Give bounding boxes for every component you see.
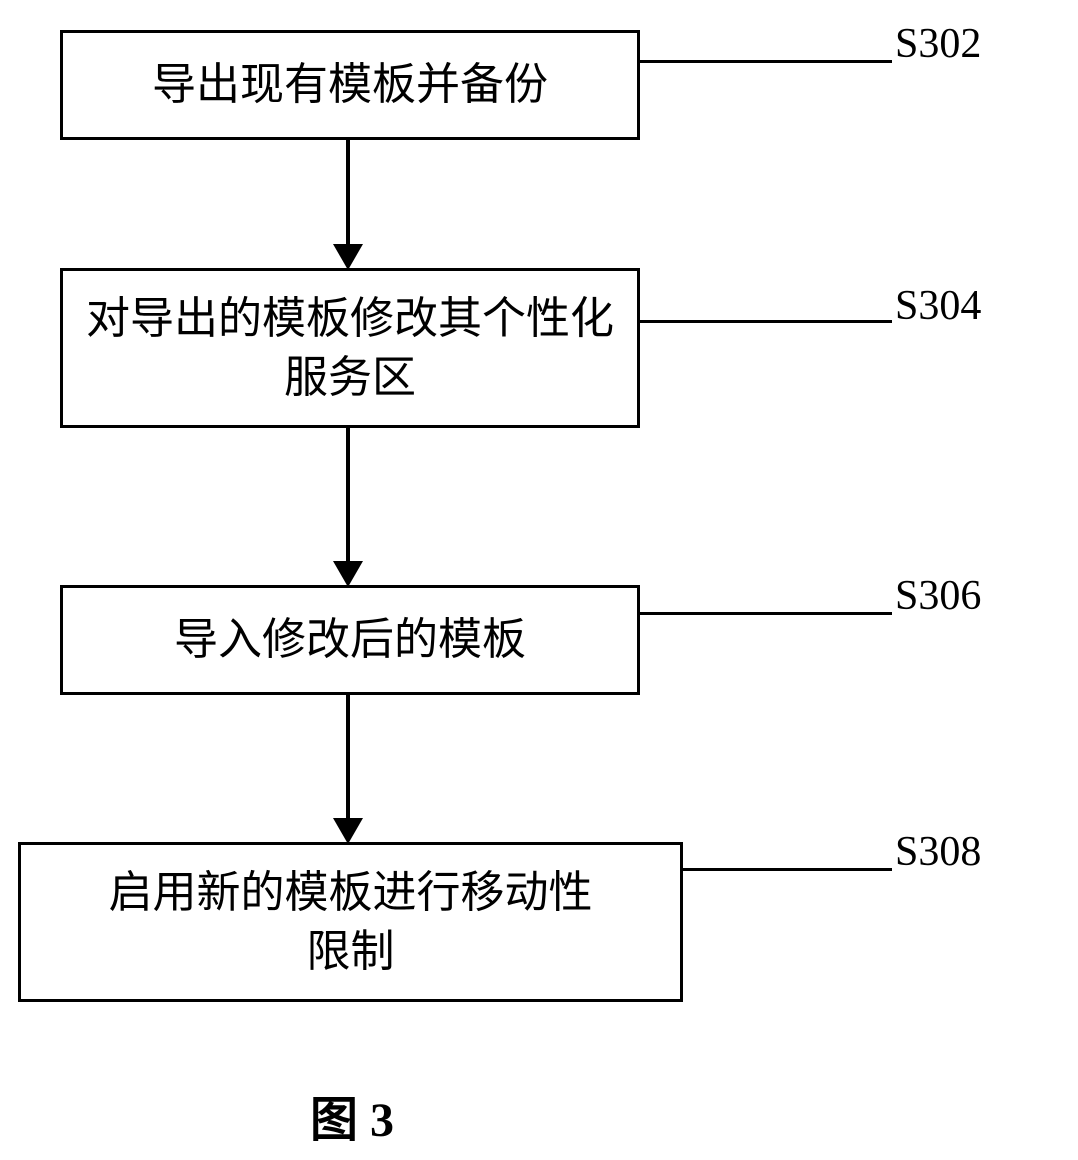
node-text: 对导出的模板修改其个性化 服务区 — [86, 289, 614, 408]
figure-caption: 图 3 — [310, 1080, 394, 1150]
arrow-line — [346, 428, 350, 565]
step-label: S302 — [895, 20, 981, 68]
arrow-line — [346, 695, 350, 822]
arrow-line — [346, 140, 350, 248]
connector-line — [640, 320, 892, 323]
step-label: S308 — [895, 828, 981, 876]
flowchart-node: 启用新的模板进行移动性 限制 — [18, 842, 683, 1002]
step-label: S304 — [895, 282, 981, 330]
step-label: S306 — [895, 572, 981, 620]
flowchart-container: 导出现有模板并备份 S302 对导出的模板修改其个性化 服务区 S304 导入修… — [0, 0, 1078, 1160]
node-text: 启用新的模板进行移动性 限制 — [109, 863, 593, 982]
flowchart-node: 导入修改后的模板 — [60, 585, 640, 695]
flowchart-node: 对导出的模板修改其个性化 服务区 — [60, 268, 640, 428]
arrow-head-icon — [333, 561, 363, 587]
connector-line — [640, 612, 892, 615]
flowchart-node: 导出现有模板并备份 — [60, 30, 640, 140]
node-text: 导出现有模板并备份 — [152, 55, 548, 114]
arrow-head-icon — [333, 818, 363, 844]
arrow-head-icon — [333, 244, 363, 270]
connector-line — [640, 60, 892, 63]
connector-line — [683, 868, 892, 871]
node-text: 导入修改后的模板 — [174, 610, 526, 669]
